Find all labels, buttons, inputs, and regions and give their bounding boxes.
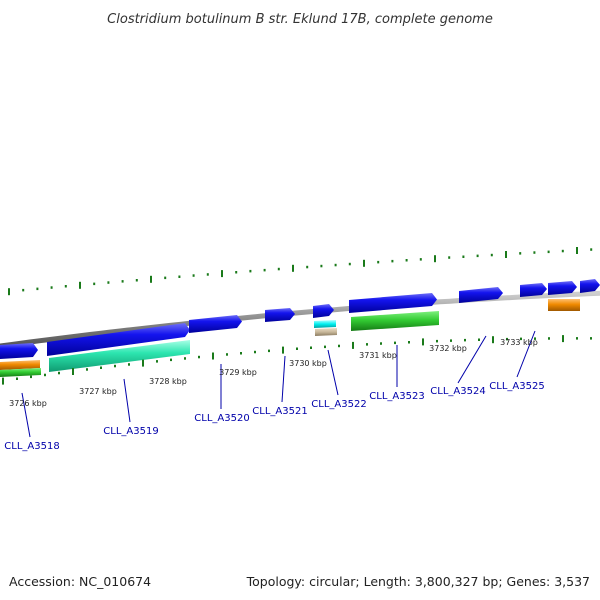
kbp-label-3726: 3726 kbp (9, 399, 47, 408)
kbp-label-3731: 3731 kbp (359, 351, 397, 360)
gene-arrow-cll-a3520[interactable] (189, 315, 242, 333)
genome-summary-text: Topology: circular; Length: 3,800,327 bp… (246, 574, 590, 589)
leader-line-1 (123, 378, 131, 423)
gene-arrow-next-1[interactable] (548, 281, 577, 295)
gene-arrow-cll-a3522[interactable] (313, 304, 334, 318)
gene-label-cll-a3524[interactable]: CLL_A3524 (430, 386, 485, 397)
gene-labels: CLL_A3518 CLL_A3519 CLL_A3520 CLL_A3521 … (4, 381, 544, 452)
feature-teal[interactable] (49, 340, 190, 372)
kbp-label-3727: 3727 kbp (79, 387, 117, 396)
gene-label-cll-a3523[interactable]: CLL_A3523 (369, 391, 424, 402)
gene-label-cll-a3519[interactable]: CLL_A3519 (103, 426, 158, 437)
leader-line-4 (327, 349, 339, 396)
feature-cyan[interactable] (314, 320, 336, 328)
gene-label-cll-a3520[interactable]: CLL_A3520 (194, 413, 249, 424)
feature-green-left[interactable] (0, 368, 41, 377)
gene-arrow-cll-a3518[interactable] (0, 343, 38, 359)
kbp-label-3730: 3730 kbp (289, 359, 327, 368)
gene-arrow-next-2[interactable] (580, 279, 600, 293)
outer-tick-track (8, 247, 593, 296)
gene-track (0, 279, 600, 377)
feature-orange-left[interactable] (0, 360, 40, 370)
gene-label-cll-a3521[interactable]: CLL_A3521 (252, 406, 307, 417)
gene-arrow-cll-a3523[interactable] (349, 293, 437, 313)
genome-backbone (0, 290, 600, 349)
kbp-axis-labels: 3726 kbp 3727 kbp 3728 kbp 3729 kbp 3730… (9, 338, 538, 408)
leader-line-0 (21, 392, 31, 438)
leader-line-3 (281, 355, 286, 403)
gene-label-cll-a3518[interactable]: CLL_A3518 (4, 441, 59, 452)
gene-label-cll-a3522[interactable]: CLL_A3522 (311, 399, 366, 410)
gene-arrow-cll-a3519[interactable] (47, 323, 190, 356)
gene-arrow-cll-a3524[interactable] (459, 287, 503, 303)
kbp-label-3728: 3728 kbp (149, 377, 187, 386)
genome-title: Clostridium botulinum B str. Eklund 17B,… (107, 12, 493, 27)
gene-arrow-cll-a3521[interactable] (265, 308, 295, 322)
gene-arrow-cll-a3525[interactable] (520, 283, 547, 297)
inner-tick-track (2, 335, 592, 385)
gene-label-cll-a3525[interactable]: CLL_A3525 (489, 381, 544, 392)
leader-line-6 (457, 335, 487, 384)
kbp-label-3729: 3729 kbp (219, 368, 257, 377)
gene-label-leaders (21, 330, 536, 438)
feature-orange-right[interactable] (548, 299, 580, 311)
feature-green[interactable] (351, 311, 439, 331)
accession-text: Accession: NC_010674 (9, 574, 151, 589)
feature-tan[interactable] (315, 328, 337, 336)
leader-line-7 (516, 330, 536, 378)
kbp-label-3732: 3732 kbp (429, 344, 467, 353)
kbp-label-3733: 3733 kbp (500, 338, 538, 347)
